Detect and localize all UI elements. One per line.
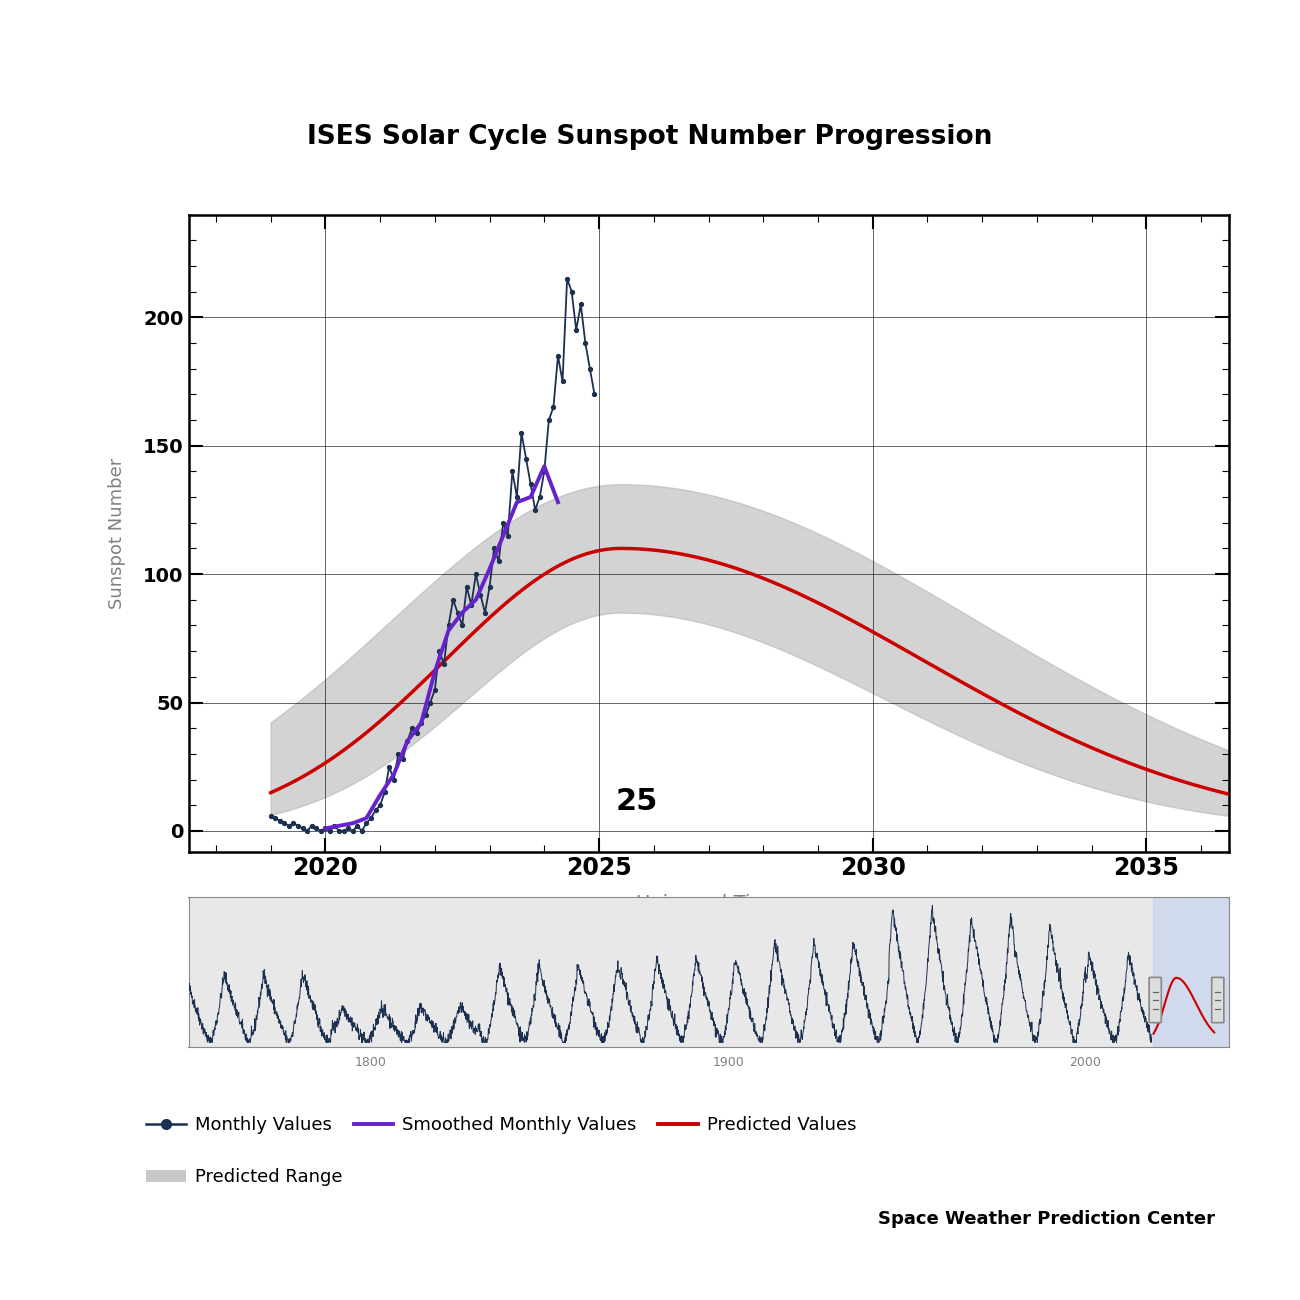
FancyBboxPatch shape (1149, 978, 1161, 1023)
Text: 25: 25 (615, 788, 658, 816)
Bar (1153, 897, 1228, 1046)
Text: ISES Solar Cycle Sunspot Number Progression: ISES Solar Cycle Sunspot Number Progress… (307, 124, 993, 150)
X-axis label: Universal Time: Universal Time (636, 894, 781, 914)
FancyBboxPatch shape (1212, 978, 1223, 1023)
Legend: Monthly Values, Smoothed Monthly Values, Predicted Values: Monthly Values, Smoothed Monthly Values,… (139, 1109, 863, 1141)
Legend: Predicted Range: Predicted Range (139, 1161, 350, 1193)
Text: Space Weather Prediction Center: Space Weather Prediction Center (879, 1210, 1216, 1228)
Y-axis label: Sunspot Number: Sunspot Number (108, 458, 126, 608)
